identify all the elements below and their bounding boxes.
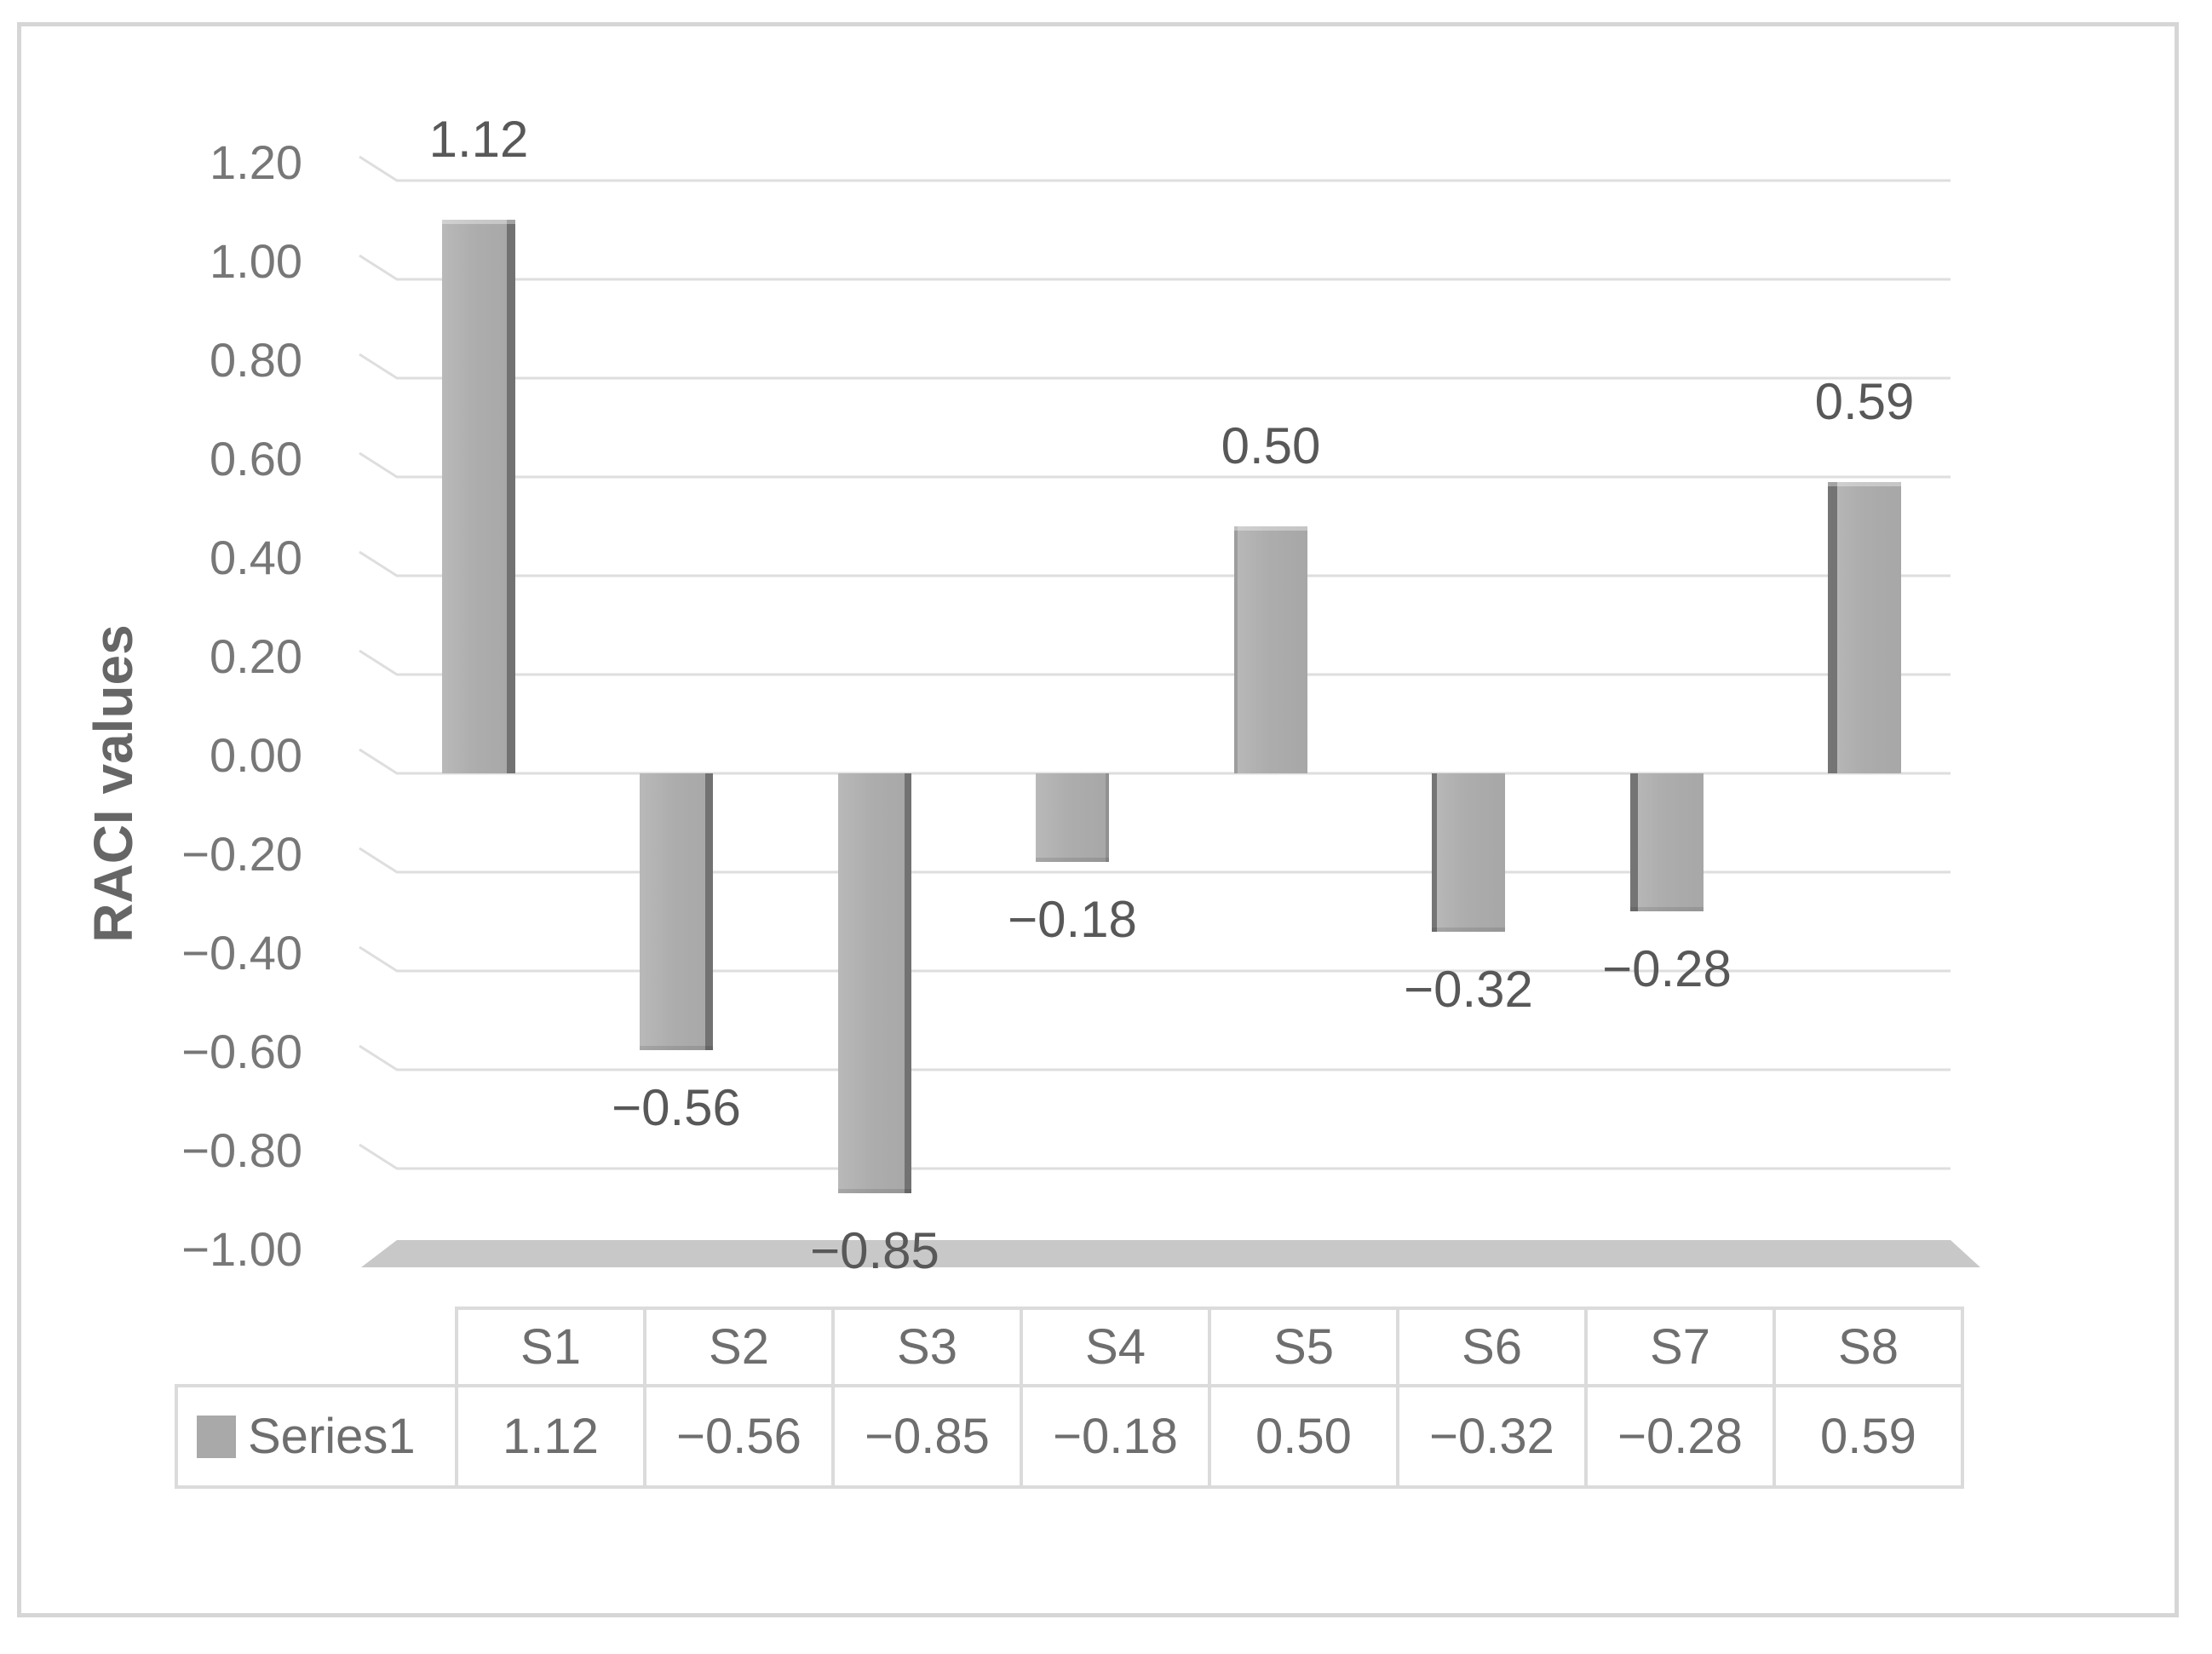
- data-label-s3: −0.85: [810, 1222, 939, 1279]
- table-value-s3: −0.85: [835, 1387, 1020, 1485]
- table-header-s4: S4: [1023, 1310, 1208, 1384]
- bar-side-face: [905, 773, 911, 1193]
- table-value-s1: 1.12: [458, 1387, 643, 1485]
- y-tick-−1.00: −1.00: [181, 1222, 302, 1276]
- bar-s3: [838, 773, 911, 1193]
- y-tick-0.40: 0.40: [210, 531, 302, 584]
- table-header-s7: S7: [1588, 1310, 1772, 1384]
- gridline-0.60: [359, 451, 1951, 479]
- gridline-−0.20: [359, 847, 1951, 874]
- data-label-s8: 0.59: [1814, 373, 1915, 430]
- data-label-s1: 1.12: [428, 111, 529, 168]
- gridline-−0.60: [359, 1044, 1951, 1071]
- bar-side-face: [1106, 773, 1109, 862]
- gridline-−0.80: [359, 1143, 1951, 1170]
- bar-top-face: [640, 1046, 713, 1050]
- bar-s1: [442, 220, 515, 773]
- bar-top-face: [838, 1189, 911, 1193]
- bar-side-face: [705, 773, 713, 1050]
- y-tick-−0.60: −0.60: [181, 1025, 302, 1078]
- bar-s4: [1036, 773, 1109, 862]
- table-header-s2: S2: [646, 1310, 831, 1384]
- legend-label: Series1: [248, 1409, 416, 1464]
- table-header-s5: S5: [1211, 1310, 1396, 1384]
- bar-top-face: [1432, 928, 1505, 932]
- legend-swatch: [197, 1415, 236, 1458]
- bar-top-face: [442, 220, 515, 224]
- gridline-0.80: [359, 353, 1951, 380]
- table-value-s2: −0.56: [646, 1387, 831, 1485]
- data-table-data-row: Series1 1.12 −0.56 −0.85 −0.18 0.50 −0.32 −0.28…: [175, 1384, 1964, 1489]
- data-label-s4: −0.18: [1008, 891, 1137, 948]
- table-header-s3: S3: [835, 1310, 1020, 1384]
- figure-border: [17, 22, 2179, 1617]
- y-tick-0.00: 0.00: [210, 728, 302, 782]
- data-label-s6: −0.32: [1404, 961, 1533, 1018]
- y-tick-0.60: 0.60: [210, 432, 302, 485]
- y-axis-title: RACI values: [83, 624, 144, 943]
- bar-side-face: [507, 220, 515, 773]
- bar-s7: [1630, 773, 1704, 911]
- gridline-1.00: [359, 254, 1951, 281]
- y-tick-1.00: 1.00: [210, 234, 302, 288]
- data-label-s2: −0.56: [612, 1079, 741, 1136]
- bar-top-face: [1036, 858, 1109, 862]
- table-legend-cell: Series1: [178, 1387, 455, 1485]
- bar-top-face: [1234, 526, 1307, 531]
- bar-side-face: [1432, 773, 1437, 932]
- bar-top-face: [1630, 907, 1704, 911]
- bar-top-face: [1828, 482, 1901, 486]
- data-label-s7: −0.28: [1602, 940, 1732, 997]
- bar-s8: [1828, 482, 1901, 773]
- y-tick-−0.40: −0.40: [181, 926, 302, 979]
- gridline-0.00: [359, 748, 1951, 775]
- y-tick-−0.80: −0.80: [181, 1123, 302, 1177]
- bar-side-face: [1234, 526, 1238, 773]
- data-table-header-row: S1 S2 S3 S4 S5 S6 S7 S8: [455, 1307, 1964, 1387]
- table-header-s8: S8: [1776, 1310, 1961, 1384]
- y-tick-0.20: 0.20: [210, 629, 302, 683]
- table-value-s6: −0.32: [1399, 1387, 1584, 1485]
- floor-3d: [361, 1240, 1980, 1267]
- bar-s2: [640, 773, 713, 1050]
- y-tick-0.80: 0.80: [210, 333, 302, 387]
- y-tick-1.20: 1.20: [210, 135, 302, 189]
- gridline-−0.40: [359, 945, 1951, 973]
- table-value-s7: −0.28: [1588, 1387, 1772, 1485]
- table-value-s4: −0.18: [1023, 1387, 1208, 1485]
- gridline-1.20: [359, 155, 1951, 182]
- table-value-s8: 0.59: [1776, 1387, 1961, 1485]
- table-header-s6: S6: [1399, 1310, 1584, 1384]
- bar-side-face: [1630, 773, 1638, 911]
- y-tick-−0.20: −0.20: [181, 827, 302, 881]
- gridline-0.20: [359, 649, 1951, 676]
- bar-s5: [1234, 526, 1307, 773]
- bar-side-face: [1828, 482, 1837, 773]
- table-header-s1: S1: [458, 1310, 643, 1384]
- bar-s6: [1432, 773, 1505, 932]
- gridline-0.40: [359, 550, 1951, 577]
- table-value-s5: 0.50: [1211, 1387, 1396, 1485]
- data-label-s5: 0.50: [1221, 417, 1321, 474]
